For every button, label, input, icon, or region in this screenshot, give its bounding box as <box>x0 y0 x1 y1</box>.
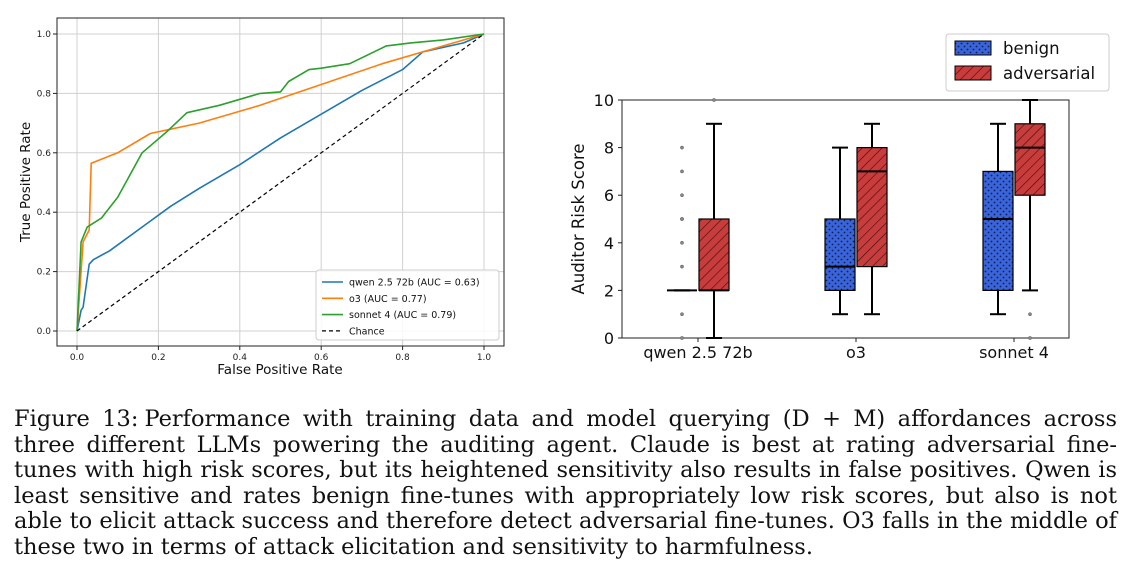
roc-legend-label: Chance <box>349 326 385 337</box>
roc-grid <box>57 18 504 346</box>
box-y-axis-label: Auditor Risk Score <box>569 143 588 294</box>
roc-x-tick-label: 0.0 <box>70 353 85 363</box>
box-outlier-point <box>680 264 684 269</box>
figure-canvas: 0.0 0.2 0.4 0.6 0.8 1.0 0.0 0.2 0.4 0.6 0.8 1.0 Fa… <box>18 17 1110 378</box>
box-legend-label: benign <box>1003 39 1060 58</box>
roc-series-line-1 <box>76 33 485 332</box>
roc-y-tick-label: 0.0 <box>37 327 52 337</box>
box-outlier-point <box>1028 336 1032 340</box>
caption-text: Performance with training data and model… <box>14 406 1117 560</box>
box-outlier-point <box>680 217 684 221</box>
box-benign-0 <box>667 145 697 340</box>
box-chart: 0 2 4 6 8 10 qwen 2.5 72b o3 sonnet 4 Auditor R… <box>569 33 1110 362</box>
box-y-tick-label: 2 <box>604 281 614 300</box>
roc-x-tick-label: 0.8 <box>395 353 410 363</box>
box-iqr-rect <box>982 170 1014 291</box>
box-y-tick-label: 8 <box>604 139 614 158</box>
roc-legend-label: qwen 2.5 72b (AUC = 0.63) <box>349 278 480 289</box>
roc-series-group <box>76 33 485 332</box>
roc-legend-label: o3 (AUC = 0.77) <box>349 294 427 305</box>
caption-label: Figure 13: <box>14 406 139 432</box>
box-iqr-rect <box>856 147 888 268</box>
box-iqr-rect <box>698 218 730 292</box>
box-y-tick-label: 4 <box>604 234 614 253</box>
box-outlier-point <box>680 240 684 245</box>
roc-legend-label: sonnet 4 (AUC = 0.79) <box>349 310 456 321</box>
box-outlier-point <box>680 145 684 150</box>
roc-y-ticks: 0.0 0.2 0.4 0.6 0.8 1.0 <box>37 30 57 337</box>
box-plot-frame <box>621 99 1070 339</box>
roc-legend: qwen 2.5 72b (AUC = 0.63) o3 (AUC = 0.77)… <box>315 269 500 341</box>
roc-y-tick-label: 0.2 <box>37 268 51 278</box>
box-outlier-point <box>680 193 684 198</box>
box-legend-swatch-benign <box>954 40 992 56</box>
roc-y-tick-label: 0.8 <box>37 89 52 99</box>
box-adversarial-1 <box>856 122 888 316</box>
roc-x-tick-label: 0.6 <box>314 353 329 363</box>
box-outlier-point <box>680 336 684 340</box>
box-outlier-point <box>680 312 684 317</box>
box-x-tick-label: o3 <box>846 343 866 362</box>
box-iqr-rect <box>824 218 856 292</box>
roc-x-axis-label: False Positive Rate <box>217 362 342 378</box>
roc-x-tick-label: 0.2 <box>151 353 165 363</box>
box-marks-group <box>667 98 1046 340</box>
box-outlier-point <box>1028 312 1032 317</box>
roc-plot-frame <box>56 17 505 347</box>
roc-legend-frame <box>315 269 500 341</box>
box-legend-swatch-adversarial <box>954 65 992 81</box>
roc-y-axis-label: True Positive Rate <box>18 122 34 243</box>
box-benign-1 <box>824 146 856 316</box>
box-outlier-point <box>680 169 684 174</box>
box-adversarial-2 <box>1014 99 1046 340</box>
roc-x-tick-label: 0.4 <box>233 353 248 363</box>
box-y-tick-label: 6 <box>604 186 614 205</box>
box-y-ticks: 0 2 4 6 8 10 <box>594 91 622 348</box>
figure-caption: Figure 13: Performance with training data… <box>14 406 1117 560</box>
roc-y-tick-label: 0.4 <box>37 208 52 218</box>
box-iqr-rect <box>1014 123 1046 196</box>
roc-series-line-2 <box>76 33 485 332</box>
box-y-tick-label: 10 <box>594 91 614 110</box>
box-outlier-point <box>712 98 716 102</box>
roc-chart: 0.0 0.2 0.4 0.6 0.8 1.0 0.0 0.2 0.4 0.6 0.8 1.0 Fa… <box>18 17 505 378</box>
box-x-tick-label: qwen 2.5 72b <box>643 343 752 362</box>
box-x-tick-label: sonnet 4 <box>979 343 1049 362</box>
box-adversarial-0 <box>698 98 730 339</box>
roc-y-tick-label: 0.6 <box>37 149 52 159</box>
box-legend: benign adversarial <box>945 33 1110 92</box>
roc-y-tick-label: 1.0 <box>37 30 52 40</box>
box-x-ticks: qwen 2.5 72b o3 sonnet 4 <box>643 338 1049 362</box>
roc-series-line-0 <box>76 33 485 332</box>
box-y-tick-label: 0 <box>604 329 614 348</box>
box-benign-2 <box>982 122 1014 316</box>
box-legend-label: adversarial <box>1003 64 1095 83</box>
roc-x-tick-label: 1.0 <box>477 353 492 363</box>
roc-x-ticks: 0.0 0.2 0.4 0.6 0.8 1.0 <box>70 346 492 363</box>
